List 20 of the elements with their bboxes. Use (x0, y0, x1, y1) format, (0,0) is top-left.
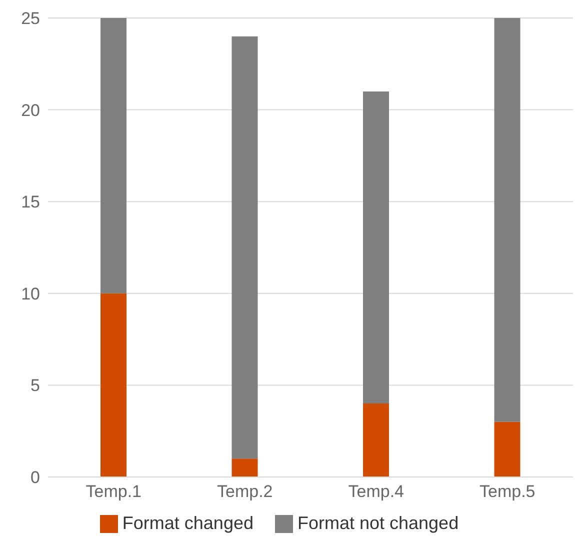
bar (363, 91, 389, 404)
y-tick-label: 15 (21, 192, 40, 212)
y-tick-label: 0 (30, 468, 40, 488)
y-tick-label: 5 (30, 376, 40, 396)
bar (363, 404, 389, 477)
bar (232, 458, 258, 477)
y-tick-label: 25 (21, 9, 40, 28)
x-tick-label: Temp.5 (480, 482, 536, 502)
y-tick-label: 10 (21, 284, 40, 304)
legend-label: Format not changed (297, 513, 459, 533)
x-tick-label: Temp.1 (86, 482, 142, 502)
x-tick-label: Temp.4 (348, 482, 404, 502)
legend-label: Format changed (122, 513, 254, 533)
y-tick-label: 20 (21, 100, 40, 120)
x-tick-label: Temp.2 (217, 482, 273, 502)
bar (494, 18, 520, 422)
bar (232, 36, 258, 459)
bar (100, 293, 126, 477)
bar (494, 422, 520, 477)
bar (100, 18, 126, 294)
